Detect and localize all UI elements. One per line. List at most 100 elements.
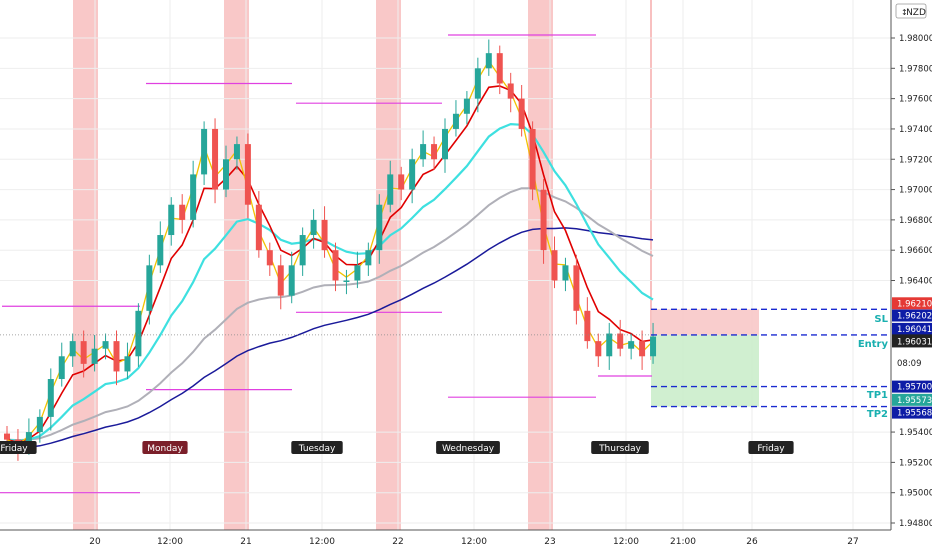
candle-body [562, 265, 569, 281]
candle-body [650, 336, 657, 357]
price-badge-label: 1.96041 [897, 325, 932, 335]
candle-body [212, 128, 219, 190]
candle-body [321, 219, 328, 251]
candle-body [365, 250, 372, 266]
candle-body [25, 432, 32, 448]
price-badge-label: 1.96031 [897, 337, 932, 347]
time-tick-label: 26 [746, 537, 758, 547]
tp2-label: TP2 [867, 409, 888, 420]
day-tag [291, 441, 343, 454]
candle-body [146, 265, 153, 311]
candle-body [4, 433, 10, 440]
time-axis[interactable]: 20 12:00 21 12:00 22 12:00 23 12:00 21:00 26 27 [0, 529, 932, 550]
price-tick-label: 1.95200 [899, 458, 932, 468]
price-tick-label: 1.97200 [899, 155, 932, 165]
candle-body [606, 333, 613, 357]
candle-body [36, 416, 43, 433]
day-tag-label: Tuesday [298, 444, 336, 454]
stop-loss-zone [651, 309, 759, 335]
candle-body [332, 250, 339, 281]
candle-body [551, 250, 558, 281]
price-tick-label: 1.97400 [899, 125, 932, 135]
candle-body [179, 204, 186, 220]
candle-body [420, 144, 427, 160]
candle-body [354, 265, 361, 281]
price-badge [892, 380, 932, 393]
candle-body [409, 159, 416, 190]
price-badge [892, 297, 932, 310]
candle-body [124, 356, 131, 372]
candle-body [80, 341, 87, 364]
candle-body [442, 128, 448, 160]
sma-gray-line [6, 187, 654, 442]
candle-body [584, 310, 591, 342]
candle-body [463, 98, 470, 114]
candle-body [529, 128, 536, 190]
candle-body [299, 235, 306, 266]
candles [4, 39, 657, 461]
candle-body [617, 333, 624, 349]
price-badge [892, 393, 932, 406]
day-tag [748, 441, 794, 454]
candle-body [518, 98, 525, 129]
candle-body [595, 341, 602, 357]
candle-body [474, 68, 481, 99]
candle-body [540, 189, 547, 251]
day-tag-label: Wednesday [442, 444, 495, 454]
candle-body [507, 83, 514, 99]
candle-body [58, 356, 65, 380]
currency-badge [895, 3, 927, 19]
time-tick-label: 12:00 [157, 537, 183, 547]
candle-body [233, 144, 240, 160]
currency-icon: ↕ [901, 8, 908, 17]
price-tick-label: 1.97000 [899, 186, 932, 196]
session-band-3 [528, 0, 553, 530]
trade-labels: SL Entry TP1 TP2 [858, 314, 889, 420]
time-tick-label: 23 [544, 537, 555, 547]
day-tag [436, 441, 500, 454]
price-badge-label: 1.95568 [897, 409, 932, 419]
candle-body [639, 341, 646, 357]
session-band-0 [73, 0, 98, 530]
day-tag [0, 441, 37, 454]
time-tick-label: 22 [392, 537, 403, 547]
time-tick-label: 12:00 [613, 537, 639, 547]
price-badge [892, 309, 932, 322]
sl-label: SL [874, 314, 888, 325]
trade-lines [0, 308, 891, 408]
price-tick-label: 1.95400 [899, 428, 932, 438]
time-tick-label: 21:00 [670, 537, 696, 547]
day-tag-label: Friday [757, 444, 785, 454]
entry-label: Entry [858, 339, 889, 350]
price-badge-label: 1.95700 [897, 383, 932, 393]
price-badge-label: 1.96202 [897, 312, 932, 322]
candle-body [452, 113, 459, 129]
candle-body [376, 204, 383, 251]
price-tick-label: 1.97800 [899, 64, 932, 74]
price-tick-label: 1.98000 [899, 34, 932, 44]
day-tag [591, 441, 649, 454]
time-tick-label: 12:00 [309, 537, 335, 547]
candle-body [277, 265, 284, 296]
day-tag [142, 441, 188, 454]
price-axis[interactable]: NZD ↕ 1.98000 1.97800 1.97600 1.97400 1.9720… [890, 0, 932, 530]
price-tick-label: 1.96400 [899, 277, 932, 287]
day-tag-label: Monday [147, 444, 183, 454]
take-profit-zone [651, 334, 759, 407]
candle-body [69, 341, 76, 357]
candle-body [244, 144, 251, 205]
day-tag-label: Thursday [598, 444, 642, 454]
time-tick-label: 20 [89, 537, 101, 547]
candle-body [398, 174, 405, 190]
price-badge [892, 322, 932, 335]
price-badge [892, 335, 932, 348]
session-band-2 [376, 0, 401, 530]
candle-body [113, 341, 120, 372]
candle-body [135, 310, 142, 357]
day-tag-label: Friday [0, 444, 28, 454]
candle-body [47, 379, 54, 417]
price-tick-label: 1.97600 [899, 95, 932, 105]
trade-zones [651, 309, 759, 407]
time-tick-label: 12:00 [461, 537, 487, 547]
